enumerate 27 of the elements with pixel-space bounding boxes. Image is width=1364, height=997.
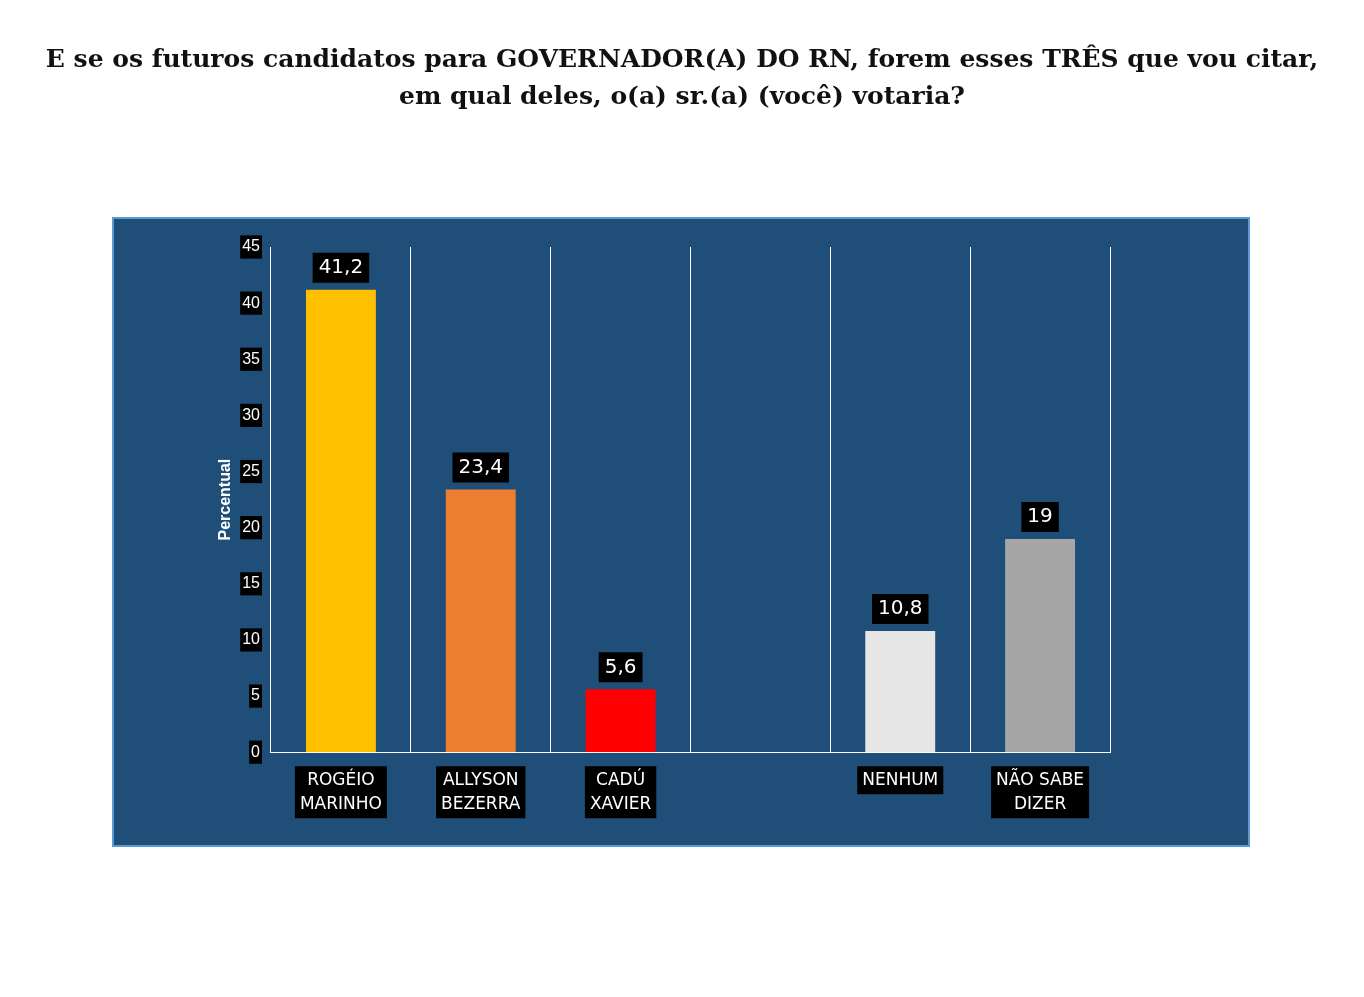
y-tick-label: 10 xyxy=(242,630,261,648)
bar xyxy=(865,630,936,753)
x-tick-label: CADÚ XAVIER xyxy=(589,767,652,813)
y-tick-label: 35 xyxy=(242,349,261,367)
bar xyxy=(305,289,376,753)
y-tick-label: 5 xyxy=(251,686,261,704)
x-tick-label: NÃO SABE DIZER xyxy=(996,767,1085,813)
x-tick-label: NENHUM xyxy=(862,768,939,789)
y-tick-label: 0 xyxy=(251,742,261,760)
data-label: 10,8 xyxy=(877,595,923,620)
data-label: 19 xyxy=(1027,503,1053,528)
bar xyxy=(1005,538,1076,753)
y-tick-label: 40 xyxy=(242,293,261,311)
data-label: 23,4 xyxy=(458,453,504,478)
y-axis-title: Percentual xyxy=(216,458,234,541)
data-label: 5,6 xyxy=(604,653,637,678)
y-tick-label: 30 xyxy=(242,405,261,423)
x-tick-label: ALLYSON BEZERRA xyxy=(441,768,521,813)
bar xyxy=(585,689,656,753)
bar xyxy=(445,489,516,753)
y-tick-label: 20 xyxy=(242,518,261,536)
y-tick-label: 25 xyxy=(242,461,261,479)
x-tick-label: ROGÉIO MARINHO xyxy=(299,767,382,813)
y-tick-label: 15 xyxy=(242,574,261,592)
data-label: 41,2 xyxy=(318,253,364,278)
chart-title: E se os futuros candidatos para GOVERNADOR(A) DO RN, forem esses TRÊS que vou citar, em qual deles, o(a) sr.(a) (você) votaria? xyxy=(44,43,1320,112)
y-tick-label: 45 xyxy=(242,237,261,255)
